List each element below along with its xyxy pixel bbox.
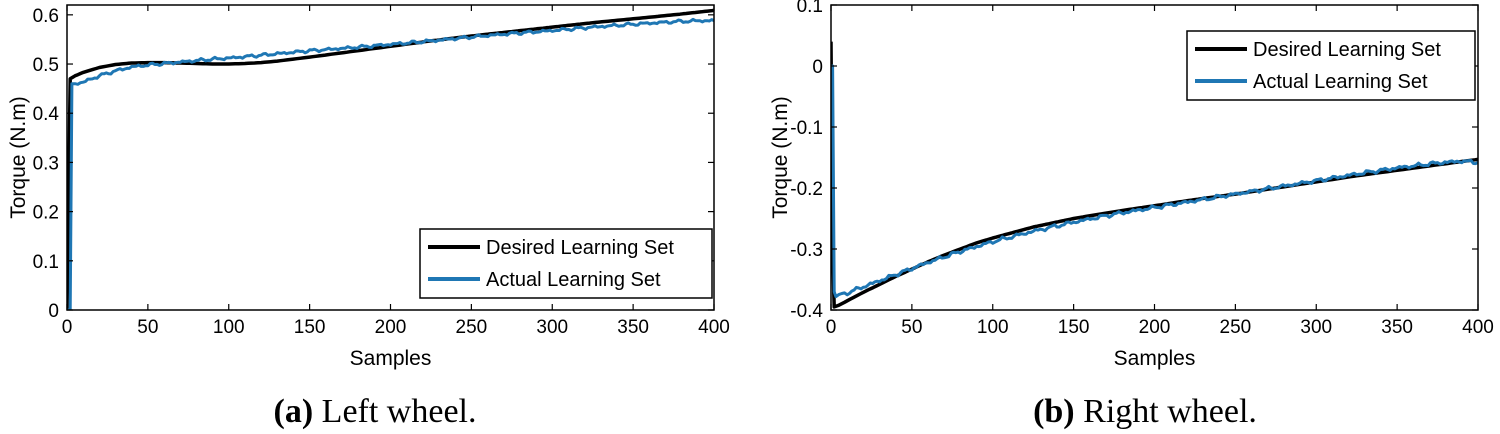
- x-tick-label: 350: [617, 317, 649, 338]
- y-tick-label: 0.2: [33, 203, 59, 224]
- y-tick-label: 0: [48, 301, 59, 322]
- x-tick-label: 150: [1058, 317, 1090, 338]
- figure-caption: (a) Left wheel.: [274, 393, 477, 430]
- y-tick-label: 0.1: [797, 0, 823, 17]
- y-tick-label: -0.2: [790, 179, 823, 200]
- y-tick-label: -0.3: [790, 240, 823, 261]
- legend-label: Actual Learning Set: [1253, 71, 1428, 93]
- x-tick-label: 250: [456, 317, 488, 338]
- caption-tag: (b): [1033, 393, 1075, 430]
- x-tick-label: 300: [1300, 317, 1332, 338]
- y-tick-label: 0.6: [33, 6, 59, 27]
- y-axis-title: Torque (N.m): [769, 96, 792, 219]
- legend-label: Actual Learning Set: [486, 269, 661, 291]
- x-axis-title: Samples: [350, 347, 432, 370]
- chart-panel-left: 0 50 100 150 200 250 300 350 400 0 0.1 0.2 0.3 0.4 0.5…: [7, 4, 730, 430]
- x-tick-label: 100: [977, 317, 1009, 338]
- caption-text: Right wheel.: [1075, 393, 1257, 430]
- legend-label: Desired Learning Set: [486, 237, 674, 259]
- caption-text: Left wheel.: [313, 393, 476, 430]
- x-tick-label: 400: [698, 317, 730, 338]
- legend-box: [419, 228, 713, 299]
- y-axis-title: Torque (N.m): [7, 96, 30, 219]
- x-tick-label: 50: [137, 317, 158, 338]
- x-tick-label: 400: [1462, 317, 1494, 338]
- x-tick-label: 150: [294, 317, 326, 338]
- x-tick-label: 250: [1220, 317, 1252, 338]
- x-tick-label: 200: [1139, 317, 1171, 338]
- series-line-actual-learning-set: [831, 64, 1478, 299]
- x-tick-label: 0: [62, 317, 73, 338]
- figure-caption: (b) Right wheel.: [1033, 393, 1257, 430]
- legend: Desired Learning Set Actual Learning Set: [1186, 30, 1476, 101]
- y-tick-label: 0.1: [33, 252, 59, 273]
- x-tick-label: 100: [213, 317, 245, 338]
- x-tick-label: 300: [536, 317, 568, 338]
- x-tick-label: 50: [901, 317, 922, 338]
- legend: Desired Learning Set Actual Learning Set: [419, 228, 713, 299]
- y-tick-label: -0.1: [790, 118, 823, 139]
- y-tick-label: 0.4: [33, 104, 60, 125]
- x-axis-title: Samples: [1114, 347, 1196, 370]
- legend-label: Desired Learning Set: [1253, 39, 1441, 61]
- chart-panel-right: 0 50 100 150 200 250 300 350 400 -0.4 -0.3 -0.2 -0.1…: [769, 0, 1494, 430]
- y-tick-label: 0.5: [33, 55, 59, 76]
- x-tick-label: 0: [826, 317, 837, 338]
- y-tick-label: -0.4: [790, 301, 823, 322]
- legend-box: [1186, 30, 1476, 101]
- y-tick-label: 0: [812, 57, 823, 78]
- caption-tag: (a): [274, 393, 314, 430]
- x-tick-label: 350: [1381, 317, 1413, 338]
- y-tick-label: 0.3: [33, 153, 59, 174]
- x-tick-label: 200: [375, 317, 407, 338]
- series-line-actual-learning-set: [67, 17, 714, 310]
